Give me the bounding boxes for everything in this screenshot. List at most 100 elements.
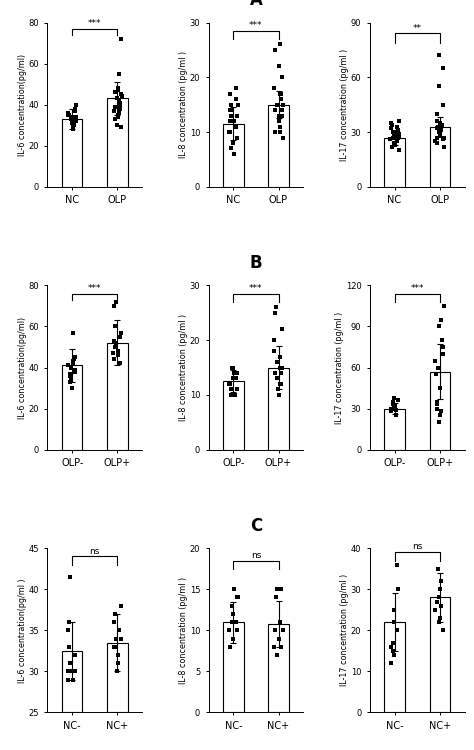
Point bbox=[389, 637, 396, 649]
Point bbox=[390, 645, 397, 657]
Text: **: ** bbox=[413, 24, 421, 33]
Point bbox=[277, 367, 284, 379]
Text: ns: ns bbox=[251, 550, 261, 560]
Point bbox=[390, 137, 398, 149]
Bar bbox=[429, 127, 450, 187]
Point bbox=[72, 649, 79, 661]
Point bbox=[111, 341, 118, 353]
Point bbox=[273, 356, 281, 368]
Point bbox=[111, 86, 118, 98]
Point bbox=[70, 119, 78, 131]
Text: A: A bbox=[249, 0, 263, 9]
Point bbox=[276, 362, 283, 374]
Point bbox=[228, 616, 236, 628]
Point bbox=[394, 128, 401, 140]
Point bbox=[392, 410, 400, 422]
Point bbox=[388, 640, 395, 652]
Point bbox=[230, 584, 238, 596]
Text: B: B bbox=[250, 254, 262, 272]
Point bbox=[395, 128, 403, 140]
Y-axis label: IL-17 concentration (pg/ml ): IL-17 concentration (pg/ml ) bbox=[340, 574, 349, 686]
Point bbox=[70, 115, 77, 127]
Bar bbox=[384, 137, 405, 187]
Point bbox=[277, 640, 285, 652]
Point bbox=[271, 334, 278, 346]
Point bbox=[276, 350, 283, 362]
Point bbox=[226, 104, 234, 116]
Point bbox=[439, 62, 447, 74]
Point bbox=[431, 135, 439, 147]
Point bbox=[113, 632, 120, 644]
Point bbox=[273, 592, 280, 604]
Point bbox=[277, 93, 285, 105]
Y-axis label: IL-6 concentration(pg/ml ): IL-6 concentration(pg/ml ) bbox=[18, 578, 27, 682]
Point bbox=[435, 562, 442, 574]
Point bbox=[64, 665, 72, 677]
Point bbox=[233, 131, 240, 143]
Bar bbox=[223, 381, 244, 450]
Point bbox=[69, 123, 76, 135]
Point bbox=[71, 113, 79, 125]
Point bbox=[437, 124, 445, 136]
Point bbox=[69, 111, 77, 123]
Point bbox=[436, 410, 444, 422]
Point bbox=[436, 584, 443, 596]
Point bbox=[230, 362, 237, 374]
Point bbox=[271, 104, 279, 116]
Point bbox=[394, 394, 401, 406]
Point bbox=[227, 110, 235, 122]
Point bbox=[115, 94, 122, 106]
Point bbox=[111, 320, 119, 332]
Point bbox=[279, 624, 286, 636]
Text: ***: *** bbox=[88, 19, 101, 28]
Point bbox=[226, 115, 234, 127]
Point bbox=[67, 362, 75, 374]
Point bbox=[69, 119, 77, 131]
Point bbox=[395, 144, 402, 156]
Point bbox=[273, 584, 281, 596]
Bar bbox=[268, 105, 289, 187]
Point bbox=[227, 640, 234, 652]
Point bbox=[278, 362, 286, 374]
Point bbox=[435, 320, 443, 332]
Point bbox=[116, 99, 123, 111]
Point bbox=[230, 115, 238, 127]
Bar bbox=[268, 624, 289, 712]
Bar bbox=[107, 98, 128, 187]
Point bbox=[66, 376, 73, 388]
Point bbox=[114, 649, 122, 661]
Y-axis label: IL-17 concentration (pg/ml ): IL-17 concentration (pg/ml ) bbox=[335, 311, 344, 424]
Point bbox=[392, 404, 400, 416]
Point bbox=[69, 674, 76, 686]
Bar bbox=[429, 371, 450, 450]
Point bbox=[271, 640, 278, 652]
Point bbox=[276, 121, 284, 133]
Point bbox=[71, 665, 79, 677]
Point bbox=[64, 359, 72, 371]
Point bbox=[232, 373, 240, 385]
Point bbox=[271, 367, 278, 379]
Point bbox=[276, 378, 284, 390]
Point bbox=[433, 396, 441, 408]
Point bbox=[233, 383, 240, 395]
Point bbox=[390, 392, 398, 404]
Point bbox=[66, 657, 73, 669]
Point bbox=[433, 596, 440, 608]
Point bbox=[391, 616, 398, 628]
Point bbox=[387, 403, 394, 415]
Point bbox=[275, 60, 283, 72]
Text: ns: ns bbox=[412, 542, 422, 551]
Point bbox=[114, 84, 122, 96]
Point bbox=[391, 400, 398, 412]
Point bbox=[233, 624, 240, 636]
Bar bbox=[223, 124, 244, 187]
Y-axis label: IL-8 concentration (pg/ml ): IL-8 concentration (pg/ml ) bbox=[179, 577, 188, 684]
Point bbox=[440, 131, 448, 143]
Point bbox=[231, 121, 239, 133]
Point bbox=[271, 126, 279, 138]
Bar bbox=[62, 365, 82, 450]
Point bbox=[115, 624, 123, 636]
Point bbox=[277, 616, 284, 628]
Point bbox=[70, 353, 77, 365]
Point bbox=[114, 657, 122, 669]
